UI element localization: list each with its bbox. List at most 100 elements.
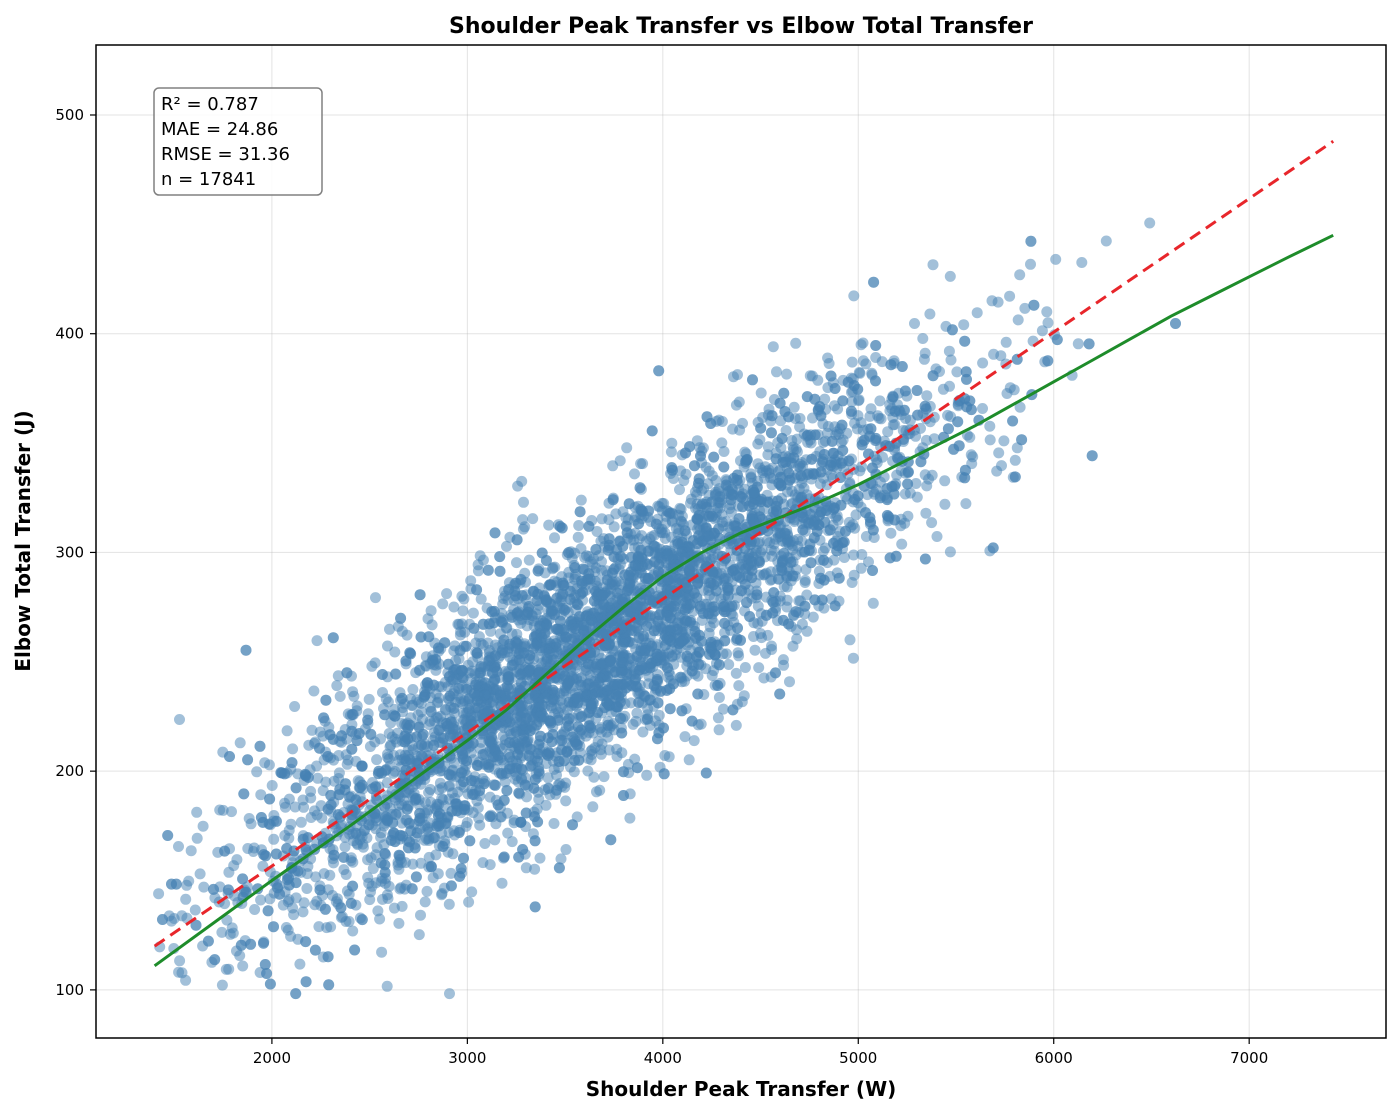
scatter-point — [235, 737, 246, 748]
scatter-point — [523, 667, 534, 678]
scatter-point — [629, 468, 640, 479]
scatter-point — [301, 976, 312, 987]
scatter-point — [667, 465, 678, 476]
scatter-point — [1073, 338, 1084, 349]
scatter-point — [954, 440, 965, 451]
scatter-point — [659, 750, 670, 761]
scatter-point — [635, 458, 646, 469]
scatter-point — [490, 527, 501, 538]
scatter-points — [153, 218, 1181, 1000]
scatter-point — [329, 850, 340, 861]
scatter-point — [362, 872, 373, 883]
scatter-point — [537, 548, 548, 559]
scatter-point — [604, 656, 615, 667]
scatter-point — [348, 691, 359, 702]
scatter-point — [731, 720, 742, 731]
scatter-point — [985, 434, 996, 445]
scatter-point — [308, 686, 319, 697]
scatter-point — [689, 460, 700, 471]
scatter-point — [733, 650, 744, 661]
scatter-point — [632, 762, 643, 773]
scatter-point — [428, 872, 439, 883]
scatter-point — [355, 782, 366, 793]
scatter-point — [714, 724, 725, 735]
scatter-point — [727, 424, 738, 435]
scatter-point — [843, 377, 854, 388]
scatter-point — [856, 339, 867, 350]
scatter-point — [1014, 269, 1025, 280]
scatter-point — [545, 579, 556, 590]
scatter-point — [381, 693, 392, 704]
scatter-point — [379, 848, 390, 859]
scatter-point — [544, 647, 555, 658]
scatter-point — [376, 947, 387, 958]
scatter-point — [261, 968, 272, 979]
scatter-point — [920, 469, 931, 480]
scatter-point — [685, 617, 696, 628]
scatter-point — [379, 709, 390, 720]
scatter-point — [258, 938, 269, 949]
scatter-point — [902, 479, 913, 490]
scatter-point — [382, 981, 393, 992]
scatter-point — [852, 423, 863, 434]
scatter-point — [328, 632, 339, 643]
scatter-point — [521, 609, 532, 620]
scatter-point — [439, 637, 450, 648]
scatter-point — [830, 383, 841, 394]
scatter-point — [224, 751, 235, 762]
scatter-point — [778, 388, 789, 399]
scatter-point — [382, 777, 393, 788]
scatter-point — [223, 884, 234, 895]
scatter-point — [157, 914, 168, 925]
scatter-point — [714, 659, 725, 670]
scatter-point — [303, 740, 314, 751]
scatter-point — [191, 807, 202, 818]
scatter-point — [788, 641, 799, 652]
scatter-point — [611, 744, 622, 755]
scatter-point — [242, 754, 253, 765]
scatter-point — [173, 841, 184, 852]
scatter-point — [563, 720, 574, 731]
scatter-point — [870, 375, 881, 386]
scatter-point — [830, 600, 841, 611]
scatter-point — [786, 557, 797, 568]
scatter-point — [441, 588, 452, 599]
scatter-point — [874, 395, 885, 406]
scatter-point — [436, 889, 447, 900]
scatter-point — [1025, 236, 1036, 247]
scatter-point — [258, 849, 269, 860]
scatter-point — [770, 667, 781, 678]
scatter-point — [1007, 416, 1018, 427]
scatter-point — [190, 905, 201, 916]
scatter-point — [826, 457, 837, 468]
scatter-point — [708, 452, 719, 463]
scatter-point — [651, 652, 662, 663]
scatter-point — [682, 582, 693, 593]
scatter-point — [897, 361, 908, 372]
scatter-point — [181, 880, 192, 891]
scatter-point — [740, 662, 751, 673]
scatter-point — [959, 336, 970, 347]
scatter-point — [617, 541, 628, 552]
scatter-point — [428, 740, 439, 751]
scatter-point — [582, 766, 593, 777]
scatter-point — [666, 446, 677, 457]
scatter-point — [322, 751, 333, 762]
scatter-point — [607, 460, 618, 471]
scatter-point — [499, 852, 510, 863]
scatter-point — [465, 575, 476, 586]
scatter-point — [176, 910, 187, 921]
scatter-point — [549, 818, 560, 829]
scatter-point — [1144, 218, 1155, 229]
scatter-point — [192, 833, 203, 844]
scatter-point — [384, 728, 395, 739]
scatter-point — [354, 728, 365, 739]
scatter-point — [681, 651, 692, 662]
scatter-point — [393, 918, 404, 929]
scatter-point — [234, 950, 245, 961]
scatter-point — [461, 641, 472, 652]
scatter-point — [630, 716, 641, 727]
scatter-point — [713, 712, 724, 723]
scatter-point — [415, 910, 426, 921]
scatter-point — [694, 473, 705, 484]
